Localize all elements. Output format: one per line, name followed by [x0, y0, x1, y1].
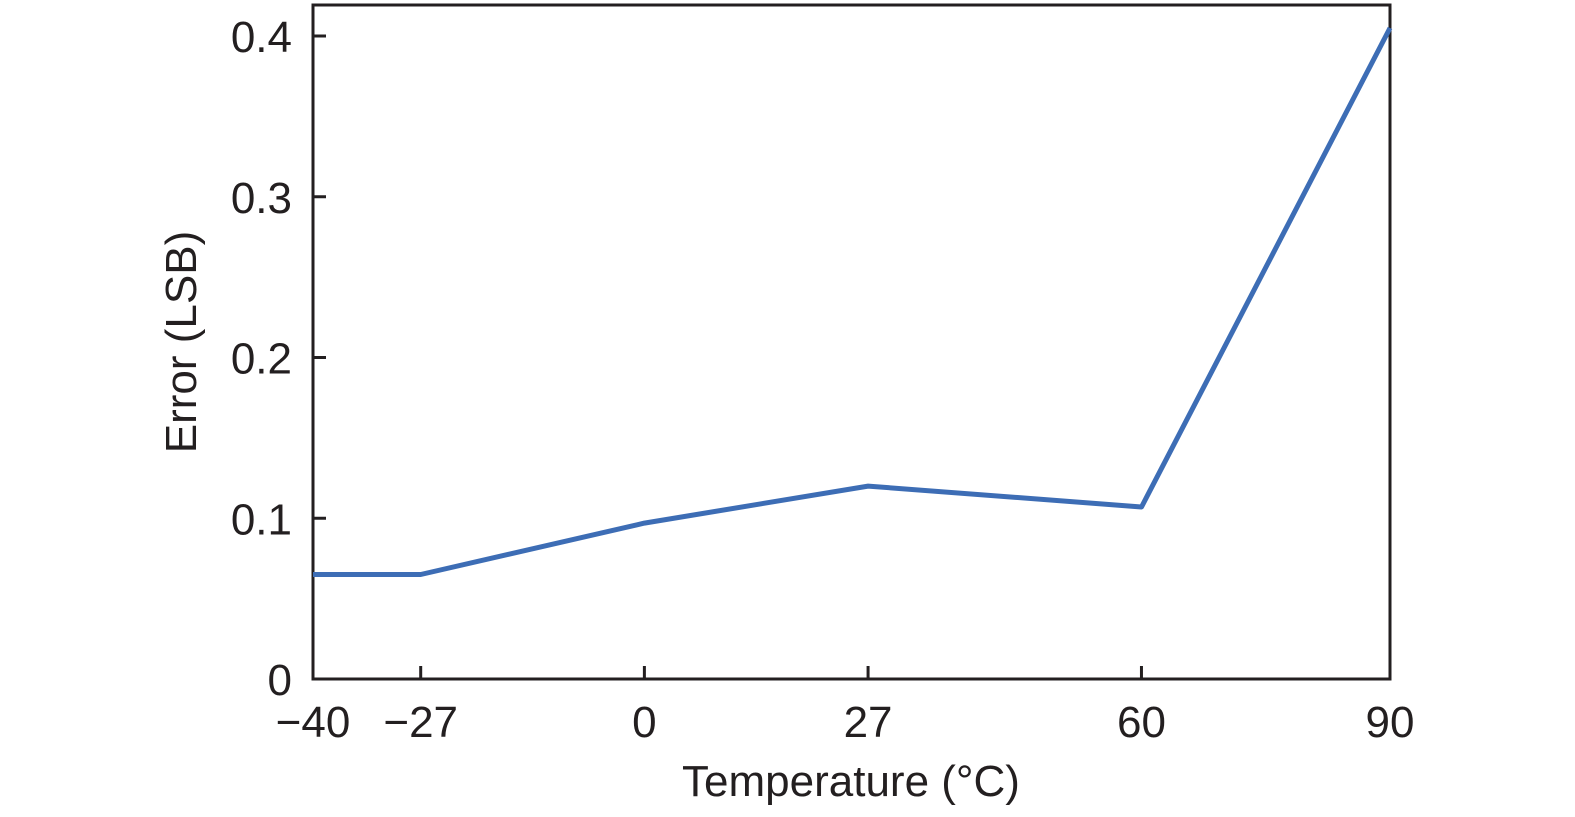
y-tick-label: 0.1	[231, 495, 292, 544]
x-tick-label: −40	[276, 698, 351, 747]
y-tick-label: 0.3	[231, 174, 292, 223]
x-tick-label: 27	[844, 698, 893, 747]
x-tick-label: −27	[383, 698, 458, 747]
plot-frame	[311, 3, 1392, 681]
series-line	[313, 26, 1393, 577]
x-tick-label: 0	[632, 698, 656, 747]
x-axis-ticks: −40 −27 0 27 60 90	[276, 666, 1415, 747]
y-tick-label: 0.4	[231, 13, 292, 62]
y-tick-label: 0.2	[231, 335, 292, 384]
series-layer	[312, 26, 1393, 577]
y-tick-label: 0	[268, 656, 292, 705]
x-axis-title: Temperature (°C)	[682, 757, 1020, 806]
y-axis-ticks: 0 0.1 0.2 0.3 0.4	[231, 13, 326, 705]
x-tick-label: 90	[1366, 698, 1415, 747]
x-tick-label: 60	[1117, 698, 1166, 747]
y-axis-title: Error (LSB)	[157, 231, 206, 453]
